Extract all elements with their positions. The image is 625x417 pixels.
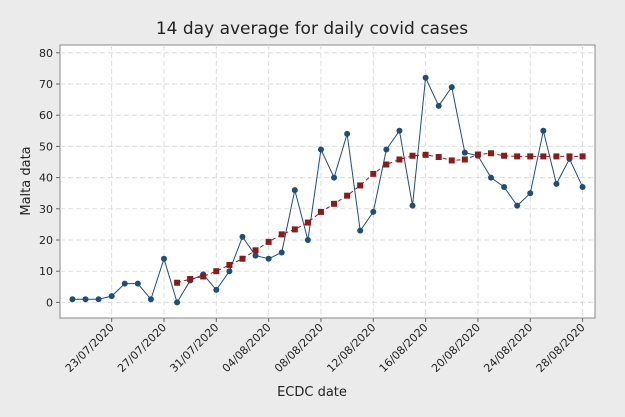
point xyxy=(187,276,194,282)
point xyxy=(95,296,102,303)
point xyxy=(409,152,416,159)
point xyxy=(579,153,586,160)
y-tick-label: 40 xyxy=(39,172,53,185)
point xyxy=(357,182,364,189)
series-line xyxy=(72,75,584,304)
point xyxy=(239,255,246,262)
point xyxy=(174,279,181,286)
point xyxy=(448,157,455,164)
point xyxy=(501,152,508,159)
point xyxy=(527,190,534,197)
y-tick-label: 20 xyxy=(39,234,53,247)
point xyxy=(226,261,233,268)
y-tick-label: 10 xyxy=(39,265,53,278)
point xyxy=(252,252,259,259)
point xyxy=(383,146,390,153)
point xyxy=(331,200,338,207)
point xyxy=(317,208,324,215)
point xyxy=(566,153,573,160)
point xyxy=(461,156,468,163)
point xyxy=(579,183,586,190)
point xyxy=(265,238,272,245)
y-axis-label: Malta data xyxy=(19,146,34,215)
point xyxy=(278,231,285,238)
point xyxy=(422,151,429,158)
point xyxy=(540,153,547,160)
point xyxy=(553,180,560,187)
y-tick-label: 70 xyxy=(39,78,53,91)
point xyxy=(370,170,377,177)
point xyxy=(69,296,76,303)
point xyxy=(514,202,521,209)
point xyxy=(422,74,429,81)
y-tick-label: 30 xyxy=(39,203,53,216)
point xyxy=(357,227,364,234)
point xyxy=(527,153,534,160)
point xyxy=(461,149,468,156)
point xyxy=(396,127,403,134)
point xyxy=(278,249,285,256)
y-tick-label: 0 xyxy=(46,296,53,309)
point xyxy=(304,219,311,226)
point xyxy=(331,174,338,181)
point xyxy=(108,293,115,300)
point xyxy=(488,174,495,181)
point xyxy=(501,183,508,190)
point xyxy=(226,268,233,275)
point xyxy=(448,84,455,91)
x-axis-label: ECDC date xyxy=(277,385,347,400)
plot-area xyxy=(59,44,596,319)
y-tick-label: 50 xyxy=(39,140,53,153)
point xyxy=(252,247,259,254)
point xyxy=(239,233,246,240)
point xyxy=(488,150,495,157)
point xyxy=(134,280,141,287)
y-tick-label: 80 xyxy=(39,47,53,60)
chart-title: 14 day average for daily covid cases xyxy=(156,19,468,39)
point xyxy=(344,192,351,199)
point xyxy=(213,268,220,275)
y-tick-label: 60 xyxy=(39,109,53,122)
point xyxy=(435,154,442,161)
point xyxy=(291,226,298,233)
point xyxy=(291,187,298,194)
point xyxy=(383,161,390,168)
point xyxy=(344,130,351,137)
point xyxy=(160,255,167,262)
point xyxy=(540,127,547,134)
point xyxy=(213,286,220,293)
point xyxy=(317,146,324,153)
point xyxy=(553,153,560,160)
point xyxy=(147,296,154,303)
point xyxy=(514,153,521,160)
point xyxy=(304,237,311,243)
point xyxy=(370,208,377,215)
point xyxy=(174,299,181,306)
point xyxy=(435,102,442,109)
point xyxy=(265,255,272,262)
point xyxy=(474,151,481,158)
point xyxy=(121,280,128,287)
point xyxy=(409,202,416,209)
point xyxy=(396,156,403,163)
point xyxy=(200,273,207,280)
point xyxy=(82,296,89,303)
